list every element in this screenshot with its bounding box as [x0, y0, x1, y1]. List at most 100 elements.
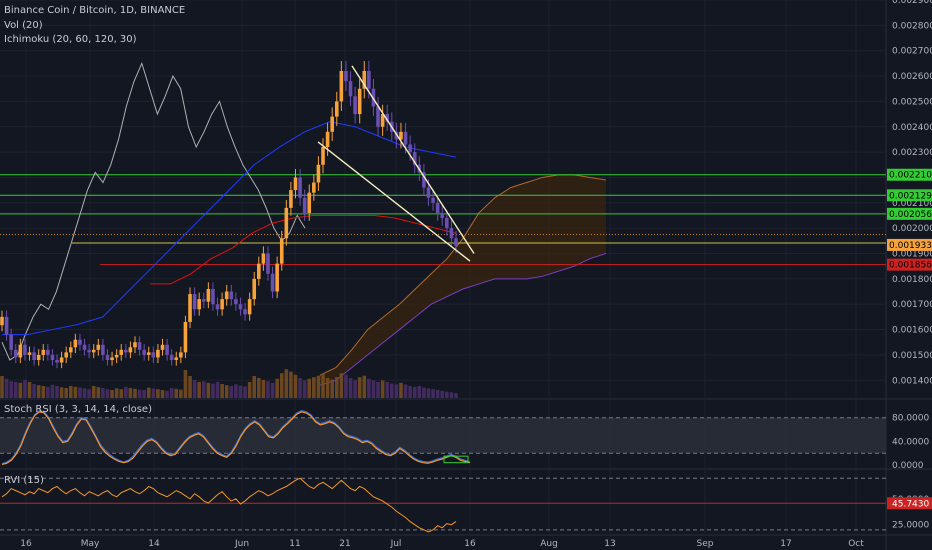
candle-body — [156, 349, 160, 358]
candle-body — [431, 197, 435, 203]
volume-bar — [87, 389, 91, 398]
volume-bar — [403, 384, 408, 398]
candle-body — [110, 357, 114, 360]
price-tick-label: 0.0019000 — [892, 250, 932, 260]
volume-bar — [348, 378, 353, 398]
ichimoku-lagging-span — [1, 61, 306, 361]
price-tick-label: 0.0016000 — [892, 326, 932, 336]
candle-body — [133, 342, 137, 348]
candle-body — [220, 299, 224, 310]
candle-body — [440, 212, 445, 219]
volume-bar — [0, 376, 4, 398]
candle-body — [46, 349, 50, 355]
candle-body — [298, 177, 302, 198]
candle-body — [348, 81, 353, 97]
volume-bar — [201, 381, 206, 398]
price-tick-label: 0.0029000 — [892, 0, 932, 6]
volume-bar — [417, 386, 422, 398]
wedge-trendline-upper — [351, 65, 475, 254]
time-tick-label: Jul — [390, 539, 402, 549]
volume-bar — [211, 383, 215, 398]
candle-body — [160, 344, 165, 350]
ichimoku-tenkan-sen — [2, 121, 457, 336]
volume-bar — [431, 389, 435, 398]
volume-bar — [284, 369, 289, 398]
volume-bar — [426, 388, 431, 398]
stoch-tick-label: 40.0000 — [892, 437, 929, 447]
stoch-highlight-box — [443, 455, 469, 464]
time-tick-label: 13 — [604, 539, 615, 549]
candle-body — [252, 278, 257, 300]
volume-bar — [422, 387, 426, 398]
time-tick-label: 16 — [20, 539, 32, 549]
volume-bar — [266, 381, 270, 398]
rvi-tick-label: 25.0000 — [892, 521, 929, 531]
time-tick-label: 17 — [780, 539, 791, 549]
volume-bar — [82, 388, 87, 398]
candle-body — [18, 344, 23, 358]
candle-body — [449, 228, 454, 239]
candle-body — [270, 273, 275, 292]
price-tick-label: 0.0023000 — [892, 148, 932, 158]
candle-body — [321, 147, 325, 165]
time-tick-label: Jun — [234, 539, 249, 549]
rvi-line — [1, 477, 457, 533]
volume-bar — [385, 382, 390, 398]
candle-body — [124, 349, 128, 353]
candle-body — [169, 354, 174, 360]
volume-bar — [289, 371, 293, 398]
candle-body — [238, 304, 243, 310]
volume-bar — [275, 378, 279, 398]
volume-bar — [68, 386, 73, 398]
candle-body — [426, 187, 431, 198]
volume-bar — [440, 390, 445, 398]
stoch-rsi-line — [1, 411, 471, 466]
volume-bar — [23, 380, 27, 398]
candle-body — [105, 354, 110, 360]
volume-bar — [325, 378, 330, 398]
rvi-value-badge-text: 45.7430 — [892, 499, 929, 509]
price-tick-label: 0.0015000 — [892, 351, 932, 361]
candle-body — [137, 342, 142, 350]
price-axis-badge — [887, 168, 932, 181]
candle-body — [412, 152, 417, 165]
candle-body — [4, 316, 9, 335]
volume-bar — [293, 374, 298, 398]
candle-body — [13, 349, 18, 358]
volume-bar — [151, 388, 156, 398]
time-tick-label: 14 — [148, 539, 160, 549]
volume-bar — [279, 373, 284, 398]
candle-body — [325, 131, 330, 148]
candle-body — [174, 357, 179, 360]
time-tick-label: 16 — [464, 539, 476, 549]
candle-body — [307, 192, 312, 213]
volume-bar — [243, 386, 247, 398]
volume-bar — [165, 390, 169, 398]
volume-bar — [394, 384, 399, 398]
volume-bar — [59, 387, 64, 398]
price-axis-badge-text: 0.0019339 — [889, 241, 932, 251]
price-tick-label: 0.0026000 — [892, 72, 932, 82]
volume-bar — [399, 382, 403, 398]
volume-bar — [174, 388, 179, 398]
price-tick-label: 0.0017000 — [892, 300, 932, 310]
volume-bar — [128, 388, 133, 398]
candle-body — [50, 354, 55, 360]
time-tick-label: Oct — [848, 539, 864, 549]
candle-body — [59, 357, 64, 363]
candle-body — [215, 304, 220, 310]
volume-bar — [261, 380, 266, 398]
volume-bar — [257, 378, 261, 398]
price-axis-badge — [887, 189, 932, 202]
price-axis-badge — [887, 207, 932, 220]
volume-bar — [41, 386, 46, 398]
volume-bar — [220, 384, 224, 398]
volume-bar — [13, 382, 18, 398]
stoch-band-fill — [0, 417, 886, 454]
candle-body — [316, 164, 321, 183]
volume-bar — [412, 386, 417, 398]
volume-bar — [101, 388, 105, 398]
volume-bar — [78, 387, 82, 398]
